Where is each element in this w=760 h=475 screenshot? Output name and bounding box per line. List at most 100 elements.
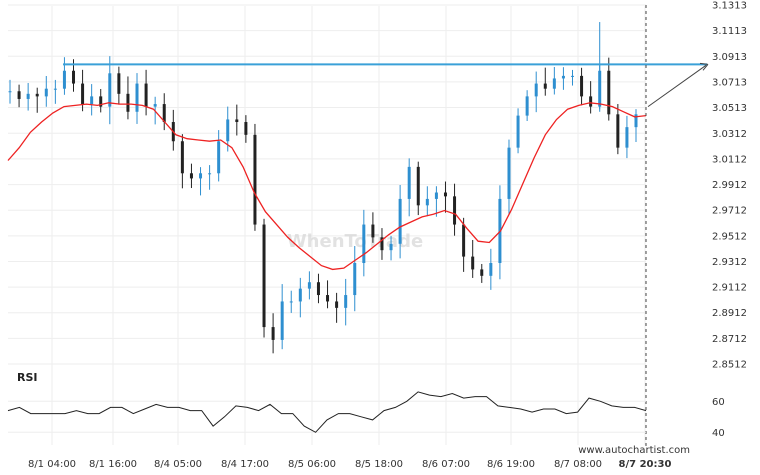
candle-body [244, 122, 248, 135]
candle-body [180, 141, 184, 174]
moving-average-series [7, 102, 647, 271]
candlestick-series [8, 22, 638, 354]
candle-body [217, 141, 221, 174]
y-tick-label: 3.0112 [712, 154, 747, 165]
candle-body [298, 288, 302, 302]
candle-body [362, 224, 366, 264]
y-tick-label: 2.8912 [712, 308, 747, 319]
candle-body [99, 96, 103, 107]
candle-body [616, 114, 620, 148]
candle-body [543, 83, 547, 89]
candle-body [489, 263, 493, 276]
candle-body [453, 196, 457, 225]
candle-body [507, 147, 511, 199]
candle-body [44, 88, 48, 97]
candle-body [416, 166, 420, 206]
candle-body [226, 119, 230, 142]
rsi-line [7, 391, 647, 433]
price-axis: 3.1313 3.1113 3.0913 3.0713 3.0513 3.0312 3.01… [712, 1, 747, 371]
y-tick-label: 3.1113 [712, 26, 747, 37]
candle-body [289, 301, 293, 303]
candle-body [380, 237, 384, 251]
candle-body [326, 295, 330, 302]
candle-body [90, 96, 94, 105]
candle-body [108, 73, 112, 107]
candle-body [398, 198, 402, 244]
candle-body [26, 93, 30, 99]
y-tick-label: 3.1313 [712, 1, 747, 12]
candle-body [407, 166, 411, 199]
candle-body [307, 282, 311, 289]
candle-body [344, 295, 348, 308]
forecast-arrowhead [699, 62, 709, 71]
candle-body [425, 198, 429, 206]
candle-body [235, 119, 239, 123]
candle-body [62, 70, 66, 89]
y-tick-label: 2.8512 [712, 360, 747, 371]
y-tick-label: 2.9312 [712, 257, 747, 268]
candle-body [561, 75, 565, 79]
candle-body [135, 83, 139, 112]
candle-body [271, 327, 275, 340]
y-tick-label: 3.0513 [712, 103, 747, 114]
candle-body [126, 93, 130, 112]
y-tick-label: 3.0713 [712, 77, 747, 88]
candle-body [471, 256, 475, 270]
grid-lines [8, 4, 646, 445]
candle-body [262, 224, 266, 328]
moving-average-line [7, 102, 647, 271]
x-tick-label: 8/4 05:00 [154, 459, 202, 470]
candle-body [516, 115, 520, 148]
y-tick-label: 2.9712 [712, 206, 747, 217]
time-axis: 8/1 04:00 8/1 16:00 8/4 05:00 8/4 17:00 8/5 … [28, 459, 672, 470]
y-tick-label: 2.9912 [712, 180, 747, 191]
rsi-label: RSI [17, 371, 38, 384]
x-tick-label: 8/1 16:00 [89, 459, 137, 470]
candle-body [280, 301, 284, 340]
candle-body [607, 70, 611, 115]
x-tick-label: 8/7 20:30 [619, 459, 672, 470]
candle-body [480, 269, 484, 276]
candle-body [35, 93, 39, 97]
candle-body [580, 75, 584, 97]
candle-body [525, 96, 529, 116]
x-tick-label: 8/6 19:00 [487, 459, 535, 470]
candle-body [208, 173, 212, 175]
candle-body [552, 78, 556, 89]
candle-body [353, 263, 357, 296]
candle-body [443, 192, 447, 197]
candle-body [189, 173, 193, 179]
rsi-tick-label: 60 [712, 397, 725, 408]
y-tick-label: 3.0913 [712, 52, 747, 63]
x-tick-label: 8/6 07:00 [422, 459, 470, 470]
candle-body [371, 224, 375, 238]
candle-body [570, 75, 574, 77]
watermark: WhenToTrade [287, 231, 423, 252]
candle-body [117, 73, 121, 94]
candle-body [53, 88, 57, 90]
x-tick-label: 8/4 17:00 [221, 459, 269, 470]
x-tick-label: 8/7 08:00 [554, 459, 602, 470]
candle-body [625, 127, 629, 148]
candle-body [17, 91, 21, 99]
candle-body [144, 83, 148, 107]
y-tick-label: 2.8712 [712, 334, 747, 345]
candle-body [162, 104, 166, 123]
rsi-panel: 60 40 [7, 391, 725, 439]
candle-body [462, 224, 466, 257]
candle-body [316, 282, 320, 296]
candle-body [8, 91, 12, 93]
y-tick-label: 2.9512 [712, 231, 747, 242]
resistance-layer [63, 5, 709, 448]
candle-body [634, 114, 638, 128]
candle-body [589, 96, 593, 107]
x-tick-label: 8/1 04:00 [28, 459, 76, 470]
forecast-arrow-line [647, 64, 707, 108]
y-tick-label: 3.0312 [712, 129, 747, 140]
candle-body [81, 83, 85, 105]
x-tick-label: 8/5 06:00 [288, 459, 336, 470]
x-tick-label: 8/5 18:00 [355, 459, 403, 470]
candle-body [534, 83, 538, 97]
candle-body [434, 192, 438, 199]
